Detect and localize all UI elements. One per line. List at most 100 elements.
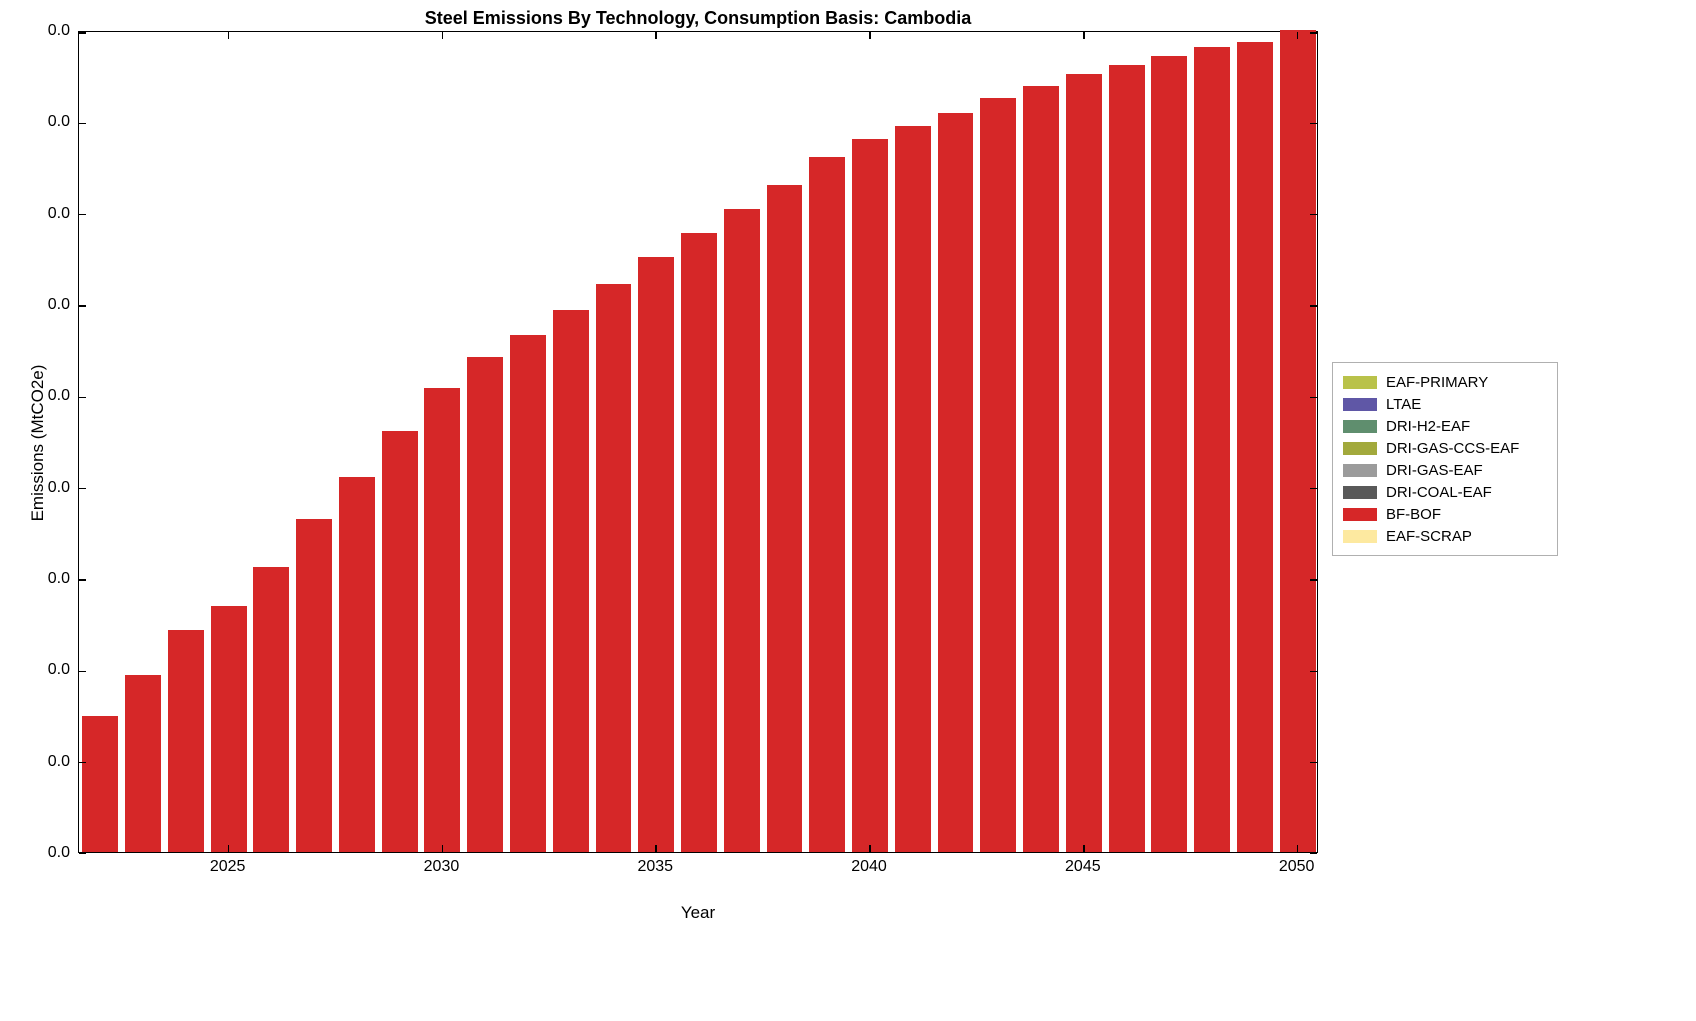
bar-2022	[82, 716, 119, 852]
bar-2043	[980, 98, 1017, 852]
x-tick-label-2030: 2030	[423, 858, 460, 875]
y-tick-mark	[1310, 579, 1317, 581]
x-tick-label-2050: 2050	[1278, 858, 1315, 875]
legend-item-dri-gas-eaf: DRI-GAS-EAF	[1343, 459, 1545, 481]
bar-2042	[937, 113, 974, 852]
legend-swatch-icon	[1343, 419, 1377, 433]
bar-2050	[1279, 30, 1316, 852]
bar-2035	[638, 256, 675, 852]
y-tick-mark	[79, 852, 86, 854]
x-tick-mark	[227, 845, 230, 852]
bar-2038	[766, 185, 803, 852]
y-tick-mark	[1310, 213, 1317, 216]
legend-item-ltae: LTAE	[1343, 393, 1545, 415]
bar-2024	[167, 630, 204, 852]
x-tick-mark	[655, 32, 657, 39]
y-tick-mark	[1310, 761, 1317, 764]
y-tick-mark	[1310, 852, 1317, 854]
y-tick-mark	[79, 32, 86, 34]
legend-item-bf-bof: BF-BOF	[1343, 503, 1545, 525]
y-tick-mark	[79, 579, 86, 581]
legend-swatch-icon	[1343, 463, 1377, 477]
bar-2028	[338, 477, 375, 852]
legend-swatch-icon	[1343, 485, 1377, 499]
y-tick-mark	[79, 487, 86, 490]
y-tick-mark	[1310, 670, 1317, 673]
legend-item-eaf-primary: EAF-PRIMARY	[1343, 371, 1545, 393]
chart-title: Steel Emissions By Technology, Consumpti…	[424, 8, 972, 28]
x-tick-mark	[227, 32, 230, 39]
bar-2048	[1194, 47, 1231, 852]
x-tick-mark	[869, 32, 871, 39]
y-tick-mark	[1310, 32, 1317, 34]
y-tick-mark	[79, 305, 86, 307]
legend-item-dri-gas-ccs-eaf: DRI-GAS-CCS-EAF	[1343, 437, 1545, 459]
legend-label: DRI-COAL-EAF	[1386, 483, 1492, 501]
bar-2041	[894, 126, 931, 852]
bar-2046	[1108, 65, 1145, 852]
y-tick-mark	[79, 761, 86, 764]
x-tick-mark	[869, 845, 871, 852]
y-tick-label: 0.0	[47, 661, 70, 679]
x-tick-mark	[441, 32, 444, 39]
y-tick-mark	[1310, 305, 1317, 307]
bar-2030	[424, 387, 461, 852]
plot-area	[78, 30, 1318, 854]
x-tick-label-2035: 2035	[637, 858, 674, 875]
y-tick-label: 0.0	[47, 752, 70, 770]
x-tick-mark	[1296, 32, 1299, 39]
bar-2040	[852, 139, 888, 852]
y-tick-label: 0.0	[47, 22, 70, 39]
bar-2034	[595, 284, 632, 852]
y-tick-label: 0.0	[47, 387, 70, 405]
x-axis-label: Year	[680, 903, 716, 922]
legend-label: BF-BOF	[1386, 505, 1441, 523]
legend-item-eaf-scrap: EAF-SCRAP	[1343, 525, 1545, 547]
bar-2025	[210, 606, 247, 852]
bar-2047	[1151, 56, 1188, 852]
bar-2049	[1236, 42, 1273, 852]
legend-label: LTAE	[1386, 395, 1422, 413]
legend-swatch-icon	[1343, 441, 1377, 455]
legend: EAF-PRIMARY LTAE DRI-H2-EAF DRI-GAS-CCS-EAF…	[1332, 362, 1558, 556]
bar-2027	[296, 519, 333, 852]
y-tick-label: 0.0	[47, 296, 70, 313]
legend-item-dri-h2-eaf: DRI-H2-EAF	[1343, 415, 1545, 437]
y-tick-mark	[1310, 396, 1317, 399]
y-tick-mark	[79, 396, 86, 399]
legend-item-dri-coal-eaf: DRI-COAL-EAF	[1343, 481, 1545, 503]
y-tick-mark	[1310, 487, 1317, 490]
legend-label: EAF-SCRAP	[1386, 527, 1472, 545]
y-tick-label: 0.0	[47, 844, 70, 861]
x-tick-mark	[1296, 845, 1299, 852]
y-tick-label: 0.0	[47, 113, 70, 131]
x-tick-mark	[1083, 32, 1085, 39]
y-axis-label: Emissions (MtCO2e)	[28, 364, 47, 522]
bar-2032	[510, 334, 546, 852]
legend-label: DRI-GAS-CCS-EAF	[1386, 439, 1520, 457]
bar-2036	[681, 233, 717, 852]
bar-2033	[552, 310, 589, 852]
x-tick-label-2045: 2045	[1065, 858, 1101, 875]
bar-2023	[125, 675, 162, 852]
y-tick-mark	[79, 213, 86, 216]
x-tick-mark	[655, 845, 657, 852]
y-tick-mark	[79, 670, 86, 673]
legend-label: DRI-H2-EAF	[1386, 417, 1471, 435]
y-tick-label: 0.0	[47, 204, 70, 222]
bar-2044	[1023, 85, 1060, 852]
legend-swatch-icon	[1343, 529, 1377, 543]
x-tick-mark	[1083, 845, 1085, 852]
legend-label: DRI-GAS-EAF	[1386, 461, 1483, 479]
legend-swatch-icon	[1343, 397, 1377, 411]
x-tick-label-2025: 2025	[209, 858, 246, 875]
x-tick-label-2040: 2040	[851, 858, 887, 875]
legend-label: EAF-PRIMARY	[1386, 373, 1489, 391]
bar-2029	[381, 431, 418, 852]
legend-swatch-icon	[1343, 375, 1377, 389]
y-tick-label: 0.0	[47, 478, 70, 496]
y-tick-mark	[1310, 122, 1317, 125]
bar-2031	[467, 357, 504, 852]
bar-2026	[253, 566, 290, 852]
